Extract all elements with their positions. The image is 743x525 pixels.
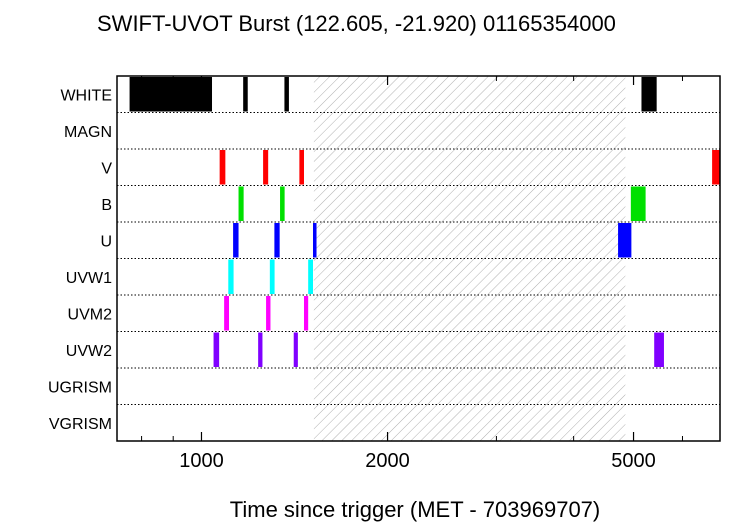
exposure-bar-b bbox=[280, 186, 285, 221]
chart-title: SWIFT-UVOT Burst (122.605, -21.920) 0116… bbox=[97, 11, 616, 36]
filter-label-u: U bbox=[100, 233, 112, 250]
x-tick-label: 1000 bbox=[179, 450, 224, 472]
filter-label-vgrism: VGRISM bbox=[49, 416, 112, 433]
exposure-bar-b bbox=[238, 186, 244, 221]
x-tick-label: 5000 bbox=[611, 450, 656, 472]
exposure-bar-uvm2 bbox=[303, 296, 309, 331]
x-tick-label: 2000 bbox=[365, 450, 410, 472]
exposure-bar-uvw2 bbox=[293, 332, 298, 367]
exposure-bar-white bbox=[284, 77, 289, 112]
exposure-bar-uvw2 bbox=[654, 332, 664, 367]
x-axis-ticks: 1000 2000 5000 bbox=[141, 76, 683, 472]
row-separators bbox=[117, 112, 720, 405]
exposure-bar-uvm2 bbox=[266, 296, 271, 331]
filter-label-uvw1: UVW1 bbox=[66, 270, 112, 287]
exposure-bar-u bbox=[618, 223, 632, 258]
exposure-bar-uvm2 bbox=[224, 296, 230, 331]
x-axis-label: Time since trigger (MET - 703969707) bbox=[230, 497, 601, 522]
filter-label-ugrism: UGRISM bbox=[48, 379, 112, 396]
filter-labels: WHITE MAGN V B U UVW1 UVM2 UVW2 UGRISM VGRISM bbox=[48, 87, 112, 433]
filter-label-uvw2: UVW2 bbox=[66, 343, 112, 360]
exposure-bar-uvw1 bbox=[228, 259, 234, 294]
plot-frame bbox=[116, 75, 721, 442]
exposure-bar-v bbox=[299, 150, 304, 185]
exposure-bar-u bbox=[313, 223, 317, 258]
exposure-bar-uvw2 bbox=[258, 332, 263, 367]
exposure-bar-v bbox=[712, 150, 720, 185]
exposure-bars bbox=[129, 77, 720, 367]
exposure-bar-u bbox=[274, 223, 280, 258]
exposure-bar-u bbox=[233, 223, 239, 258]
exposure-bar-v bbox=[263, 150, 269, 185]
exposure-bar-white bbox=[641, 77, 657, 112]
filter-label-v: V bbox=[101, 160, 112, 177]
filter-label-white: WHITE bbox=[60, 87, 112, 104]
exposure-bar-white bbox=[129, 77, 213, 112]
exposure-bar-v bbox=[219, 150, 226, 185]
filter-label-uvm2: UVM2 bbox=[68, 306, 113, 323]
exposure-bar-uvw1 bbox=[269, 259, 275, 294]
gap-hatch-region bbox=[313, 76, 626, 441]
exposure-bar-b bbox=[630, 186, 646, 221]
exposure-bar-white bbox=[243, 77, 248, 112]
filter-label-magn: MAGN bbox=[64, 124, 112, 141]
exposure-bar-uvw2 bbox=[213, 332, 220, 367]
exposure-bar-uvw1 bbox=[308, 259, 314, 294]
filter-label-b: B bbox=[101, 197, 112, 214]
